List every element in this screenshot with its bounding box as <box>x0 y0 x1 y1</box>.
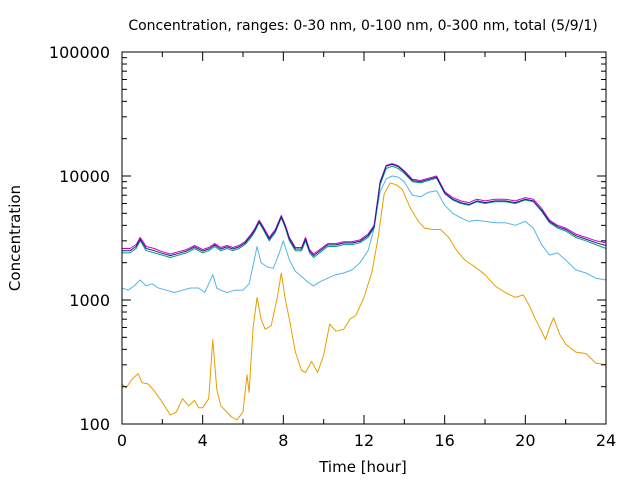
x-tick-label: 16 <box>434 431 454 450</box>
chart-title: Concentration, ranges: 0-30 nm, 0-100 nm… <box>128 18 597 34</box>
x-axis: 0 4 8 12 16 20 24 <box>117 52 616 450</box>
x-tick-label: 24 <box>596 431 616 450</box>
plot-lines <box>121 163 607 421</box>
x-tick-label: 4 <box>198 431 208 450</box>
y-tick-label: 1000 <box>69 291 110 310</box>
y-tick-label: 100000 <box>49 43 110 62</box>
series-line-2 <box>122 165 607 258</box>
y-axis-label: Concentration <box>6 185 24 291</box>
y-axis: 100 1000 10000 100000 <box>49 43 606 434</box>
y-tick-label: 10000 <box>59 167 110 186</box>
x-tick-label: 20 <box>515 431 535 450</box>
series-line-0 <box>121 182 607 421</box>
x-tick-label: 8 <box>278 431 288 450</box>
series-line-3 <box>122 163 607 255</box>
x-tick-label: 12 <box>354 431 374 450</box>
series-line-4 <box>122 163 607 257</box>
y-tick-label: 100 <box>79 415 110 434</box>
x-tick-label: 0 <box>117 431 127 450</box>
x-axis-label: Time [hour] <box>318 458 407 476</box>
series-line-1 <box>121 175 607 293</box>
